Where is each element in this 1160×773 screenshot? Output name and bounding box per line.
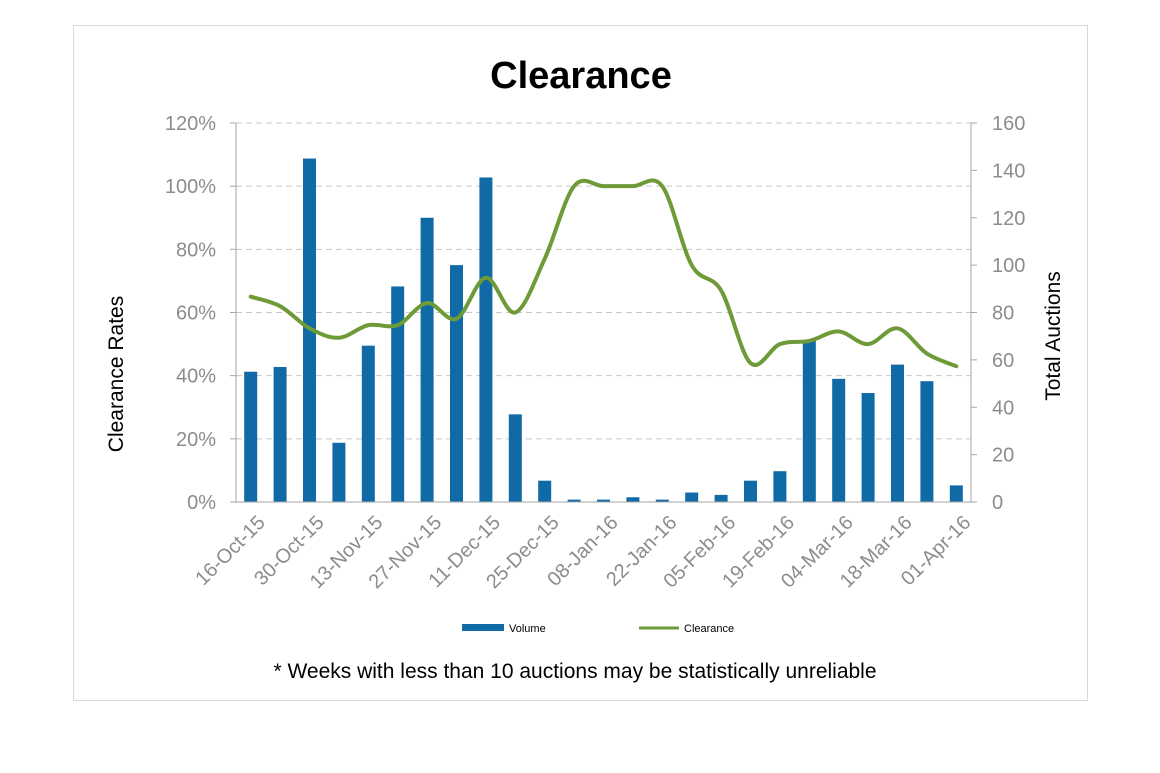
y-right-tick-label: 0 (992, 492, 1003, 514)
volume-bar (361, 345, 375, 502)
y-left-tick-label: 0% (187, 492, 216, 514)
volume-bar (891, 364, 904, 502)
legend-volume-label: Volume (509, 623, 546, 635)
clearance-chart: Clearance 0% 20% 40% 60% 80% 100% 120% 0 20 40 60… (105, 55, 1065, 683)
y-left-tick-label: 40% (176, 366, 216, 388)
left-axis-ticks: 0% 20% 40% 60% 80% 100% 120% (165, 113, 236, 514)
y-left-tick-label: 100% (165, 176, 216, 198)
clearance-line (248, 178, 959, 369)
chart-frame: Clearance 0% 20% 40% 60% 80% 100% 120% 0 20 40 60… (73, 25, 1088, 701)
footnote: * Weeks with less than 10 auctions may b… (273, 660, 876, 683)
x-axis-ticks: 16-Oct-1530-Oct-1513-Nov-1527-Nov-1511-D… (191, 512, 975, 594)
volume-bar (685, 492, 699, 502)
volume-bar (420, 217, 434, 502)
volume-bar (538, 480, 552, 502)
volume-bar (714, 494, 728, 502)
volume-bars (244, 158, 963, 502)
chart-title: Clearance (490, 55, 672, 97)
volume-bar (273, 366, 287, 502)
y-left-tick-label: 120% (165, 113, 216, 135)
volume-bar (832, 378, 846, 502)
y-right-tick-label: 60 (992, 350, 1014, 372)
volume-bar (802, 340, 816, 502)
volume-bar (567, 499, 581, 502)
volume-bar (597, 499, 610, 502)
y-right-tick-label: 40 (992, 397, 1014, 419)
y-right-tick-label: 140 (992, 160, 1025, 182)
volume-bar (508, 414, 522, 502)
volume-bar (450, 265, 463, 502)
legend-volume-swatch (462, 624, 504, 631)
volume-bar (949, 485, 963, 502)
volume-bar (391, 286, 405, 502)
right-axis-ticks: 0 20 40 60 80 100 120 140 160 (971, 113, 1025, 514)
y-right-tick-label: 80 (992, 303, 1014, 325)
y-axis-left-title: Clearance Rates (105, 296, 128, 452)
volume-bar (861, 393, 875, 502)
legend-clearance-label: Clearance (684, 623, 734, 635)
legend: Volume Clearance (462, 623, 734, 635)
volume-bar (332, 442, 346, 502)
y-left-tick-label: 80% (176, 239, 216, 261)
y-right-tick-label: 20 (992, 445, 1014, 467)
volume-bar (626, 497, 640, 502)
volume-bar (244, 371, 258, 502)
volume-bar (479, 177, 493, 502)
y-axis-right-title: Total Auctions (1042, 271, 1065, 401)
gridlines (236, 122, 971, 440)
volume-bar (655, 499, 669, 502)
volume-bar (920, 381, 934, 502)
volume-bar (773, 471, 787, 502)
y-right-tick-label: 120 (992, 208, 1025, 230)
y-right-tick-label: 100 (992, 255, 1025, 277)
y-right-tick-label: 160 (992, 113, 1025, 135)
y-left-tick-label: 60% (176, 303, 216, 325)
volume-bar (744, 480, 757, 502)
y-left-tick-label: 20% (176, 429, 216, 451)
